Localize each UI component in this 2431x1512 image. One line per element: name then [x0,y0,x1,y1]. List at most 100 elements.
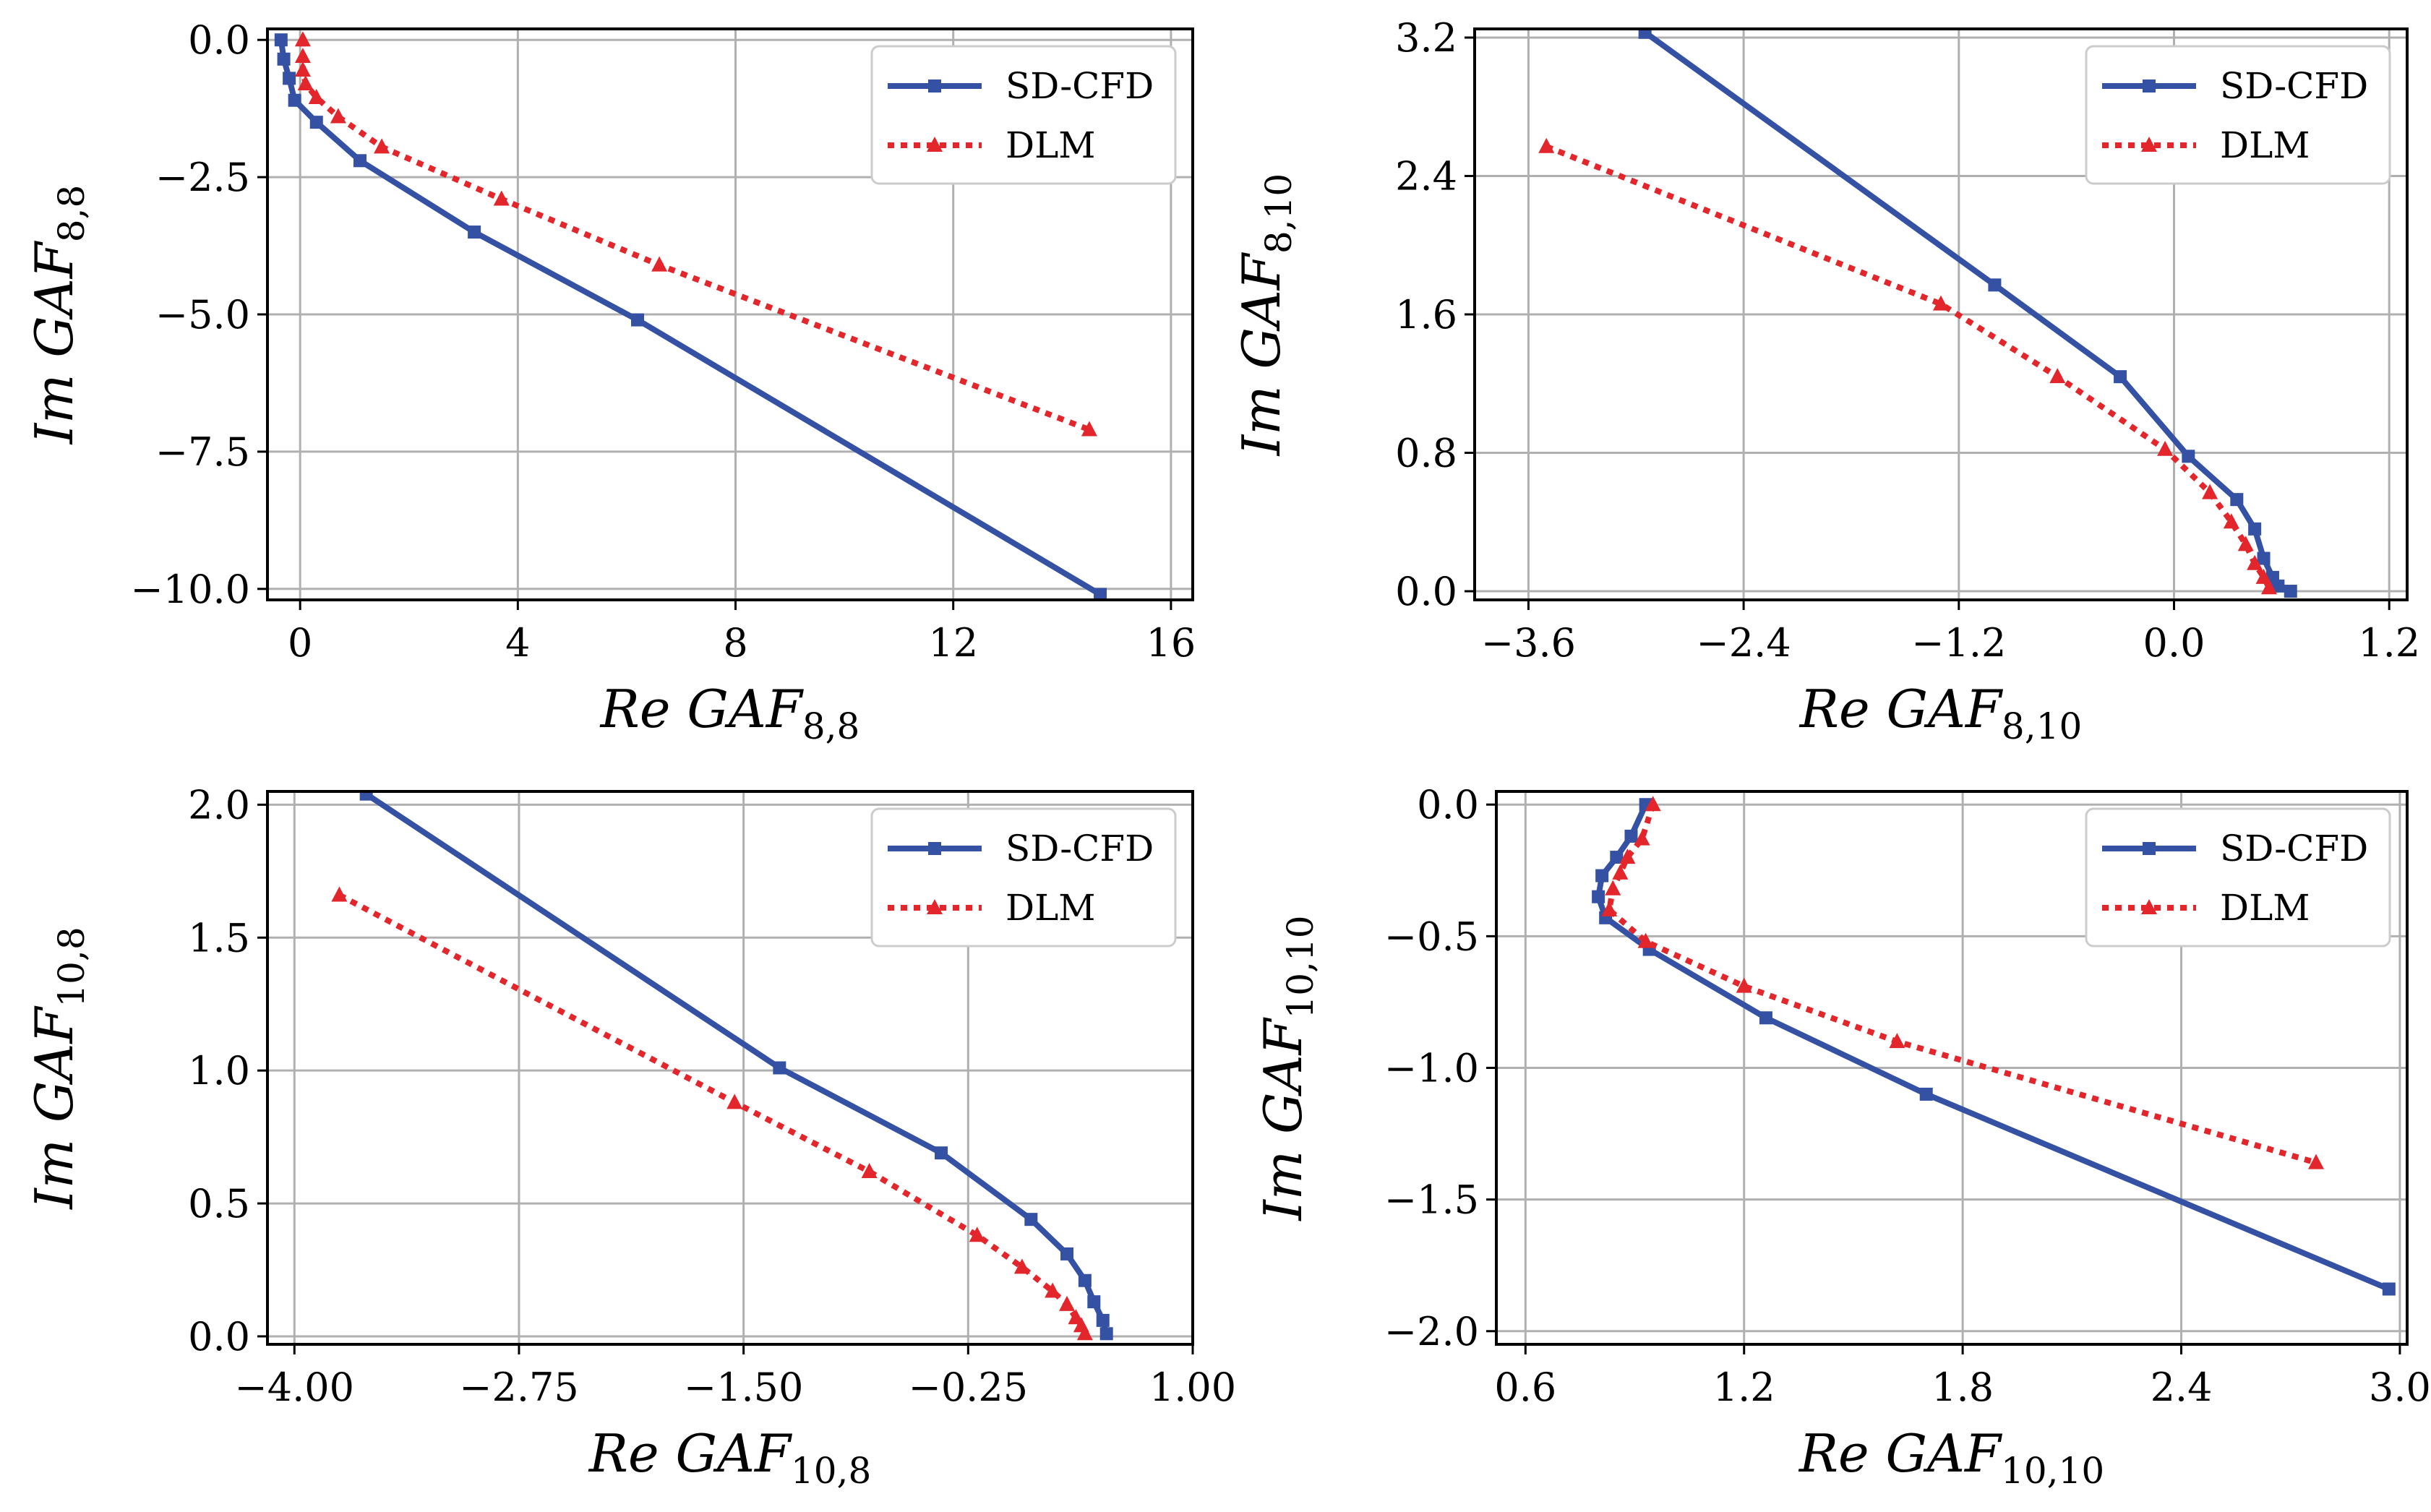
legend-label-dlm: DLM [1006,887,1096,929]
chart-panel-3: −4.00 −2.75 −1.50 −0.25 1.00 0.0 0.5 1.0 1.5 2.0 R… [24,782,1236,1492]
marker-dlm-8 [651,256,668,272]
marker-sd-cfd-0 [274,33,288,47]
legend-label-sd-cfd: SD-CFD [2220,65,2368,107]
plot-area [331,791,1113,1341]
y-tick-label: −7.5 [155,429,250,475]
y-tick-label: 1.6 [1395,292,1457,338]
legend-box [2085,807,2391,948]
legend: SD-CFD DLM [870,45,1177,185]
marker-dlm-8 [1889,1033,1905,1049]
marker-sd-cfd-1 [277,52,291,66]
marker-sd-cfd-2 [1610,851,1624,864]
marker-dlm-6 [1059,1295,1076,1311]
chart-panel-1: 0 4 8 12 16 0.0 −2.5 −5.0 −7.5 −10.0 Re GAF8,8 Im G… [24,17,1196,747]
marker-dlm-5 [1601,901,1618,916]
marker-dlm-8 [2255,568,2272,584]
x-tick-label: 4 [505,620,530,666]
marker-sd-cfd-8 [1919,1087,1933,1101]
marker-sd-cfd-0 [1638,29,1652,39]
marker-dlm-0 [331,886,348,902]
marker-sd-cfd-4 [309,116,323,129]
marker-dlm-9 [2260,579,2277,595]
legend-box [870,807,1177,948]
y-tick-label: 0.8 [1395,431,1457,476]
marker-sd-cfd-3 [2182,450,2195,463]
marker-dlm-4 [1605,880,1621,895]
legend-marker-dlm [2141,899,2157,914]
y-tick-label: −0.5 [1384,914,1479,959]
marker-dlm-3 [2157,440,2174,456]
legend: SD-CFD DLM [2085,807,2391,948]
marker-dlm-1 [1933,295,1949,311]
marker-dlm-9 [1076,1325,1093,1341]
marker-sd-cfd-9 [2284,585,2297,598]
legend-box [2085,45,2391,185]
plot-area [274,31,1107,600]
y-tick-label: 3.2 [1395,15,1457,61]
x-tick-label: 0.6 [1494,1365,1556,1410]
marker-sd-cfd-8 [1094,588,1107,600]
marker-sd-cfd-8 [1099,1327,1113,1341]
y-axis-label: Im GAF8,10 [1231,173,1300,457]
x-tick-label: 1.8 [1931,1365,1994,1410]
x-tick-label: 3.0 [2369,1365,2431,1410]
x-tick-label: 2.4 [2151,1365,2213,1410]
y-tick-label: 0.0 [1417,782,1479,828]
x-tick-label: 1.2 [2358,620,2420,666]
y-axis-label: Im GAF10,10 [1253,915,1321,1221]
marker-dlm-6 [374,138,390,154]
marker-dlm-1 [294,47,311,63]
marker-dlm-3 [297,74,314,90]
x-tick-label: −0.25 [909,1365,1028,1410]
marker-sd-cfd-5 [353,154,366,168]
marker-sd-cfd-2 [2114,370,2127,384]
marker-dlm-2 [294,61,311,77]
series-line-dlm [338,892,1088,1335]
x-axis-label: Re GAF10,10 [1798,1423,2104,1492]
marker-sd-cfd-4 [1060,1247,1074,1260]
x-axis-label: Re GAF8,8 [599,679,860,747]
marker-dlm-0 [294,31,311,47]
marker-dlm-3 [1612,864,1629,880]
marker-sd-cfd-7 [1759,1011,1772,1025]
series-line-dlm [1606,803,2318,1166]
marker-sd-cfd-0 [359,791,373,801]
legend-marker-sd-cfd [2143,80,2156,93]
chart-panel-2: −3.6 −2.4 −1.2 0.0 1.2 0.0 0.8 1.6 2.4 3.2 Re GAF8… [1231,15,2420,747]
marker-sd-cfd-4 [2230,493,2244,507]
y-tick-label: 2.0 [188,782,250,828]
y-tick-label: 0.0 [188,1314,250,1359]
marker-sd-cfd-3 [1595,869,1609,882]
y-tick-label: 0.0 [188,17,250,63]
marker-dlm-1 [726,1094,743,1109]
series-line-dlm [1545,144,2272,590]
x-tick-label: 16 [1146,620,1196,666]
plot-area [1538,29,2297,598]
y-tick-label: 1.0 [188,1048,250,1094]
y-tick-label: 0.5 [188,1181,250,1227]
series-line-sd-cfd [1595,803,2391,1292]
marker-dlm-7 [2247,554,2263,570]
legend: SD-CFD DLM [870,807,1177,948]
marker-dlm-6 [1637,932,1654,948]
y-tick-label: −2.5 [155,155,250,200]
marker-sd-cfd-6 [1087,1295,1101,1309]
marker-sd-cfd-1 [773,1061,786,1075]
marker-dlm-2 [1619,849,1636,864]
marker-sd-cfd-3 [1024,1213,1038,1227]
marker-dlm-5 [1045,1282,1061,1298]
legend-label-dlm: DLM [1006,124,1096,166]
marker-dlm-4 [1013,1258,1030,1274]
marker-dlm-9 [1081,421,1097,437]
legend-label-sd-cfd: SD-CFD [1006,65,1154,107]
x-tick-label: 0.0 [2143,620,2205,666]
marker-sd-cfd-2 [935,1146,948,1160]
chart-panel-4: 0.6 1.2 1.8 2.4 3.0 0.0 −0.5 −1.0 −1.5 −2.0 Re GAF… [1253,782,2431,1492]
marker-sd-cfd-3 [288,93,301,107]
y-axis-label: Im GAF8,8 [24,185,93,446]
marker-dlm-9 [2308,1154,2324,1169]
legend-marker-dlm [927,899,943,914]
y-tick-label: 1.5 [188,915,250,961]
legend-box [870,45,1177,185]
